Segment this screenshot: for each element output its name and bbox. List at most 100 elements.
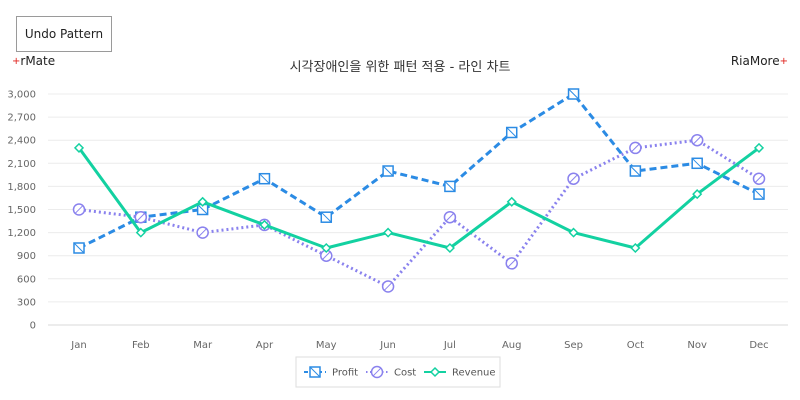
grid-layer <box>48 93 788 326</box>
revenue-point[interactable] <box>135 227 146 238</box>
x-tick-label: Apr <box>256 340 274 351</box>
marker-pattern-line <box>691 157 703 169</box>
cost-point[interactable] <box>690 133 704 147</box>
series-layer <box>72 88 766 293</box>
marker-pattern-line <box>372 367 382 377</box>
cost-point[interactable] <box>196 226 209 239</box>
brand-text-right: RiaMore <box>730 54 780 68</box>
x-tick-label: Nov <box>687 340 707 351</box>
y-tick-label: 300 <box>17 297 36 308</box>
cost-series <box>72 133 766 293</box>
marker-pattern-line <box>754 174 764 183</box>
revenue-point[interactable] <box>197 196 208 207</box>
profit-series <box>73 88 765 254</box>
cost-point[interactable] <box>567 172 580 185</box>
x-tick-label: Dec <box>749 340 768 351</box>
revenue-point[interactable] <box>753 142 765 153</box>
y-tick-label: 0 <box>30 321 36 332</box>
marker-diamond <box>321 242 332 254</box>
marker-pattern-line <box>197 204 208 215</box>
marker-pattern-line <box>445 213 455 222</box>
x-tick-label: May <box>316 340 337 351</box>
x-tick-label: Oct <box>627 340 644 351</box>
marker-pattern-line <box>309 366 321 378</box>
marker-pattern-line <box>322 251 331 260</box>
undo-pattern-button[interactable]: Undo Pattern <box>16 16 112 52</box>
legend-box <box>295 356 501 388</box>
marker-diamond <box>135 227 146 238</box>
marker-pattern-line <box>569 174 578 183</box>
revenue-line <box>77 146 760 250</box>
profit-point[interactable] <box>753 188 765 200</box>
marker-pattern-line <box>198 228 207 237</box>
profit-point[interactable] <box>73 242 85 254</box>
profit-point[interactable] <box>258 172 271 185</box>
marker-pattern-line <box>73 242 85 254</box>
x-tick-label: Feb <box>132 340 150 351</box>
chart-title: 시각장애인을 위한 패턴 적용 - 라인 차트 <box>289 60 511 75</box>
marker-pattern-line <box>136 213 145 222</box>
y-tick-label: 1,200 <box>7 228 36 239</box>
y-tick-label: 600 <box>17 274 36 285</box>
cost-point[interactable] <box>505 257 518 270</box>
brand-plus-icon-right: + <box>779 56 788 67</box>
brand-plus-icon-left: + <box>12 56 21 67</box>
brand-logo-right: RiaMore+ <box>731 54 788 68</box>
marker-pattern-line <box>382 165 394 177</box>
marker-pattern-line <box>320 211 332 223</box>
cost-point[interactable] <box>134 210 148 224</box>
y-tick-label: 900 <box>17 251 36 262</box>
marker-pattern-line <box>507 259 516 268</box>
marker-pattern-line <box>568 88 579 100</box>
profit-point[interactable] <box>567 88 580 100</box>
cost-line <box>78 138 760 288</box>
marker-diamond <box>383 227 394 238</box>
profit-point[interactable] <box>629 165 642 177</box>
legend-label: Profit <box>332 368 358 379</box>
revenue-point[interactable] <box>444 242 455 254</box>
marker-diamond <box>197 196 208 207</box>
revenue-point[interactable] <box>692 189 703 200</box>
legend[interactable]: Profit Cost Revenue <box>295 356 501 388</box>
cost-point[interactable] <box>381 280 395 293</box>
revenue-point[interactable] <box>506 196 517 207</box>
x-tick-label: Sep <box>564 340 583 351</box>
marker-pattern-line <box>630 165 641 177</box>
x-tick-label: Jan <box>70 340 86 351</box>
revenue-point[interactable] <box>568 227 579 238</box>
x-tick-label: Aug <box>502 340 522 351</box>
legend-item-profit[interactable]: Profit <box>304 366 358 379</box>
legend-item-cost[interactable]: Cost <box>366 365 416 379</box>
legend-label: Cost <box>394 368 416 379</box>
y-tick-label: 3,000 <box>7 90 36 101</box>
y-tick-label: 1,500 <box>7 205 36 216</box>
revenue-point[interactable] <box>259 219 270 230</box>
profit-point[interactable] <box>444 180 456 193</box>
marker-diamond <box>73 142 85 153</box>
revenue-series <box>73 142 765 254</box>
legend-item-revenue[interactable]: Revenue <box>424 366 496 379</box>
x-tick-label: Jul <box>443 340 456 351</box>
y-tick-label: 2,400 <box>7 136 36 147</box>
revenue-point[interactable] <box>383 227 394 238</box>
marker-pattern-line <box>631 143 640 153</box>
brand-logo-left: +rMate <box>12 54 55 68</box>
y-tick-label: 1,800 <box>7 182 36 193</box>
cost-point[interactable] <box>72 203 86 216</box>
marker-pattern-line <box>74 205 84 214</box>
revenue-point[interactable] <box>321 242 332 254</box>
revenue-point[interactable] <box>73 142 85 153</box>
marker-diamond <box>568 227 579 238</box>
marker-pattern-line <box>693 136 702 145</box>
cost-point[interactable] <box>443 210 457 224</box>
profit-point[interactable] <box>505 126 518 139</box>
cost-point[interactable] <box>629 141 642 155</box>
profit-point[interactable] <box>382 165 394 177</box>
profit-point[interactable] <box>320 211 333 223</box>
cost-point[interactable] <box>752 172 766 185</box>
revenue-point[interactable] <box>630 242 641 254</box>
marker-pattern-line <box>259 173 270 185</box>
legend-label: Revenue <box>452 368 496 379</box>
x-tick-label: Mar <box>193 340 213 351</box>
profit-point[interactable] <box>691 157 703 170</box>
